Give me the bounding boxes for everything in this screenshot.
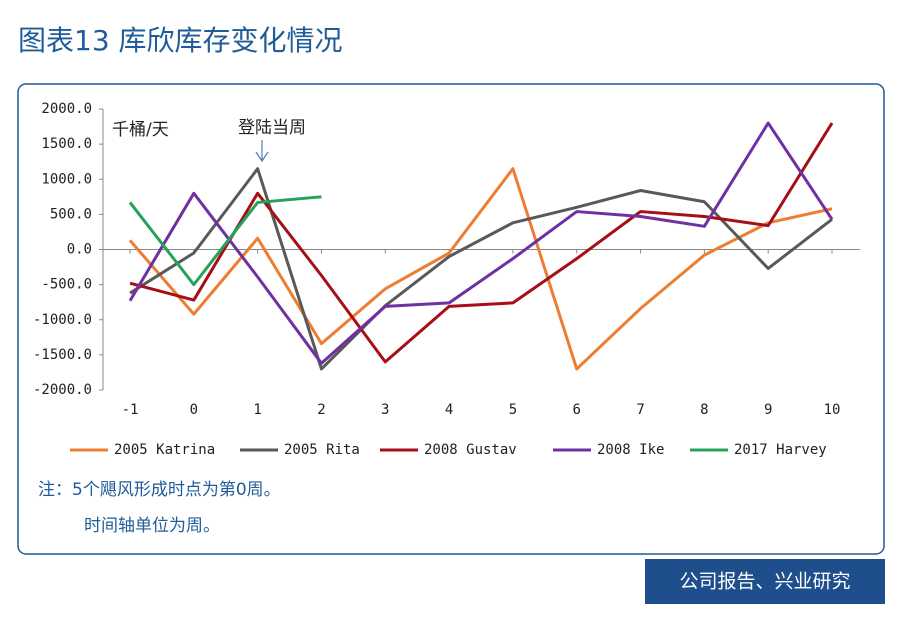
note: 时间轴单位为周。 bbox=[84, 516, 220, 536]
x-tick-label: 10 bbox=[824, 402, 841, 418]
source: 公司报告、兴业研究 bbox=[679, 571, 850, 593]
x-tick-label: 0 bbox=[190, 402, 198, 418]
y-tick-label: 1000.0 bbox=[41, 171, 92, 187]
x-tick-label: 6 bbox=[573, 402, 581, 418]
x-tick-label: 2 bbox=[317, 402, 325, 418]
x-tick-label: -1 bbox=[122, 402, 139, 418]
frame bbox=[17, 83, 885, 555]
series-line bbox=[129, 122, 834, 364]
x-tick-label: 7 bbox=[636, 402, 644, 418]
x-tick-label: 9 bbox=[764, 402, 772, 418]
x-tick-label: 3 bbox=[381, 402, 389, 418]
y-tick-label: 0.0 bbox=[67, 242, 92, 258]
source-box bbox=[645, 559, 885, 604]
series-line bbox=[128, 195, 322, 287]
series-line bbox=[128, 167, 833, 371]
legend-label: 2017 Harvey bbox=[734, 442, 827, 458]
legend-label: 2005 Katrina bbox=[114, 442, 215, 458]
series-line bbox=[129, 167, 833, 371]
y-tick-label: -500.0 bbox=[41, 277, 92, 293]
legend-label: 2008 Ike bbox=[597, 442, 664, 458]
y-unit: 千桶/天 bbox=[112, 120, 169, 140]
y-tick-label: -2000.0 bbox=[33, 382, 92, 398]
y-tick-label: 500.0 bbox=[50, 206, 92, 222]
legend-label: 2008 Gustav bbox=[424, 442, 517, 458]
annotation: 登陆当周 bbox=[238, 118, 306, 138]
x-tick-label: 1 bbox=[253, 402, 261, 418]
y-tick-label: 2000.0 bbox=[41, 101, 92, 117]
x-tick-label: 5 bbox=[509, 402, 517, 418]
series-line bbox=[128, 121, 834, 365]
annotation-arrow bbox=[255, 140, 269, 163]
x-tick-label: 8 bbox=[700, 402, 708, 418]
y-tick-label: 1500.0 bbox=[41, 136, 92, 152]
note: 注：5个飓风形成时点为第0周。 bbox=[38, 480, 281, 500]
chart-title: 图表13 库欣库存变化情况 bbox=[18, 24, 343, 57]
y-tick-label: -1500.0 bbox=[33, 347, 92, 363]
legend-label: 2005 Rita bbox=[284, 442, 360, 458]
x-tick-label: 4 bbox=[445, 402, 453, 418]
y-tick-label: -1000.0 bbox=[33, 312, 92, 328]
